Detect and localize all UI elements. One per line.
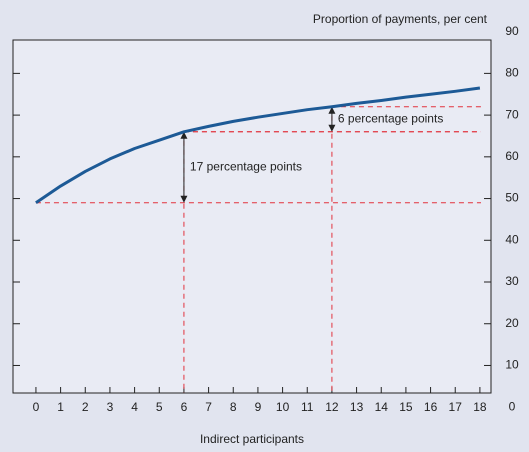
x-tick-label: 12: [325, 400, 339, 414]
x-tick-label: 13: [350, 400, 364, 414]
x-tick-label: 18: [473, 400, 487, 414]
annotation: 6 percentage points: [338, 111, 443, 125]
y-tick-label: 30: [505, 274, 519, 288]
y-axis-label: Proportion of payments, per cent: [313, 12, 488, 26]
y-tick-label: 0: [509, 399, 516, 413]
y-tick-label: 50: [505, 191, 519, 205]
x-axis-label: Indirect participants: [200, 432, 304, 446]
arrow-head: [328, 124, 336, 132]
x-tick-label: 9: [255, 400, 262, 414]
annotation: 17 percentage points: [190, 159, 302, 173]
plot-frame: [12, 39, 492, 394]
line: [35, 86, 481, 204]
x-tick-label: 4: [131, 400, 138, 414]
y-tick-label: 70: [505, 107, 519, 121]
y-tick-label: 20: [505, 316, 519, 330]
y-tick-label: 10: [505, 358, 519, 372]
y-tick-label: 90: [505, 24, 519, 38]
x-tick-label: 3: [107, 400, 114, 414]
x-tick-label: 10: [276, 400, 290, 414]
x-tick-label: 7: [205, 400, 212, 414]
x-tick-label: 15: [399, 400, 413, 414]
arrow-head: [328, 106, 336, 114]
x-tick-label: 5: [156, 400, 163, 414]
y-tick-label: 60: [505, 149, 519, 163]
x-tick-label: 14: [375, 400, 389, 414]
x-tick-label: 11: [301, 400, 314, 414]
x-tick-label: 17: [449, 400, 463, 414]
x-tick-label: 8: [230, 400, 237, 414]
arrow-head: [180, 131, 188, 139]
x-tick-label: 0: [33, 400, 40, 414]
y-tick-label: 40: [505, 232, 519, 246]
x-tick-label: 1: [57, 400, 64, 414]
x-tick-label: 16: [424, 400, 438, 414]
x-tick-label: 6: [181, 400, 188, 414]
y-tick-label: 80: [505, 66, 519, 80]
x-tick-label: 2: [82, 400, 89, 414]
arrow-head: [180, 195, 188, 203]
